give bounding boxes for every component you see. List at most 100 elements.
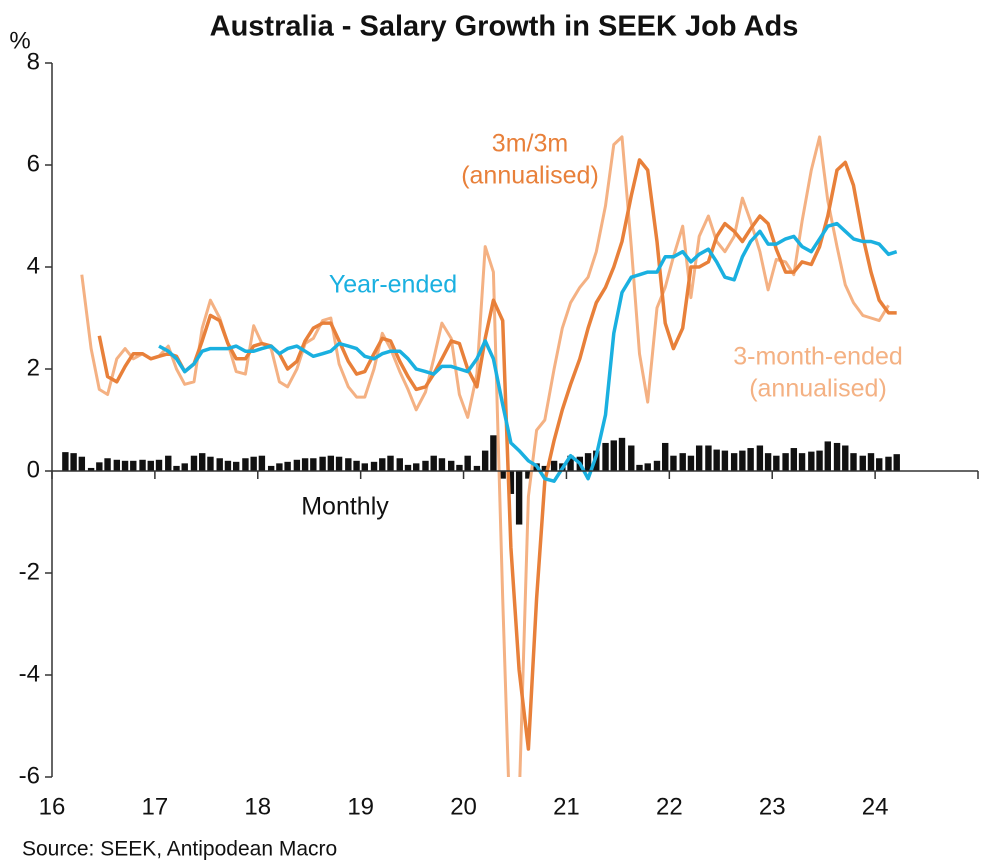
y-tick-label: 2: [27, 354, 40, 381]
bar: [824, 441, 831, 471]
y-tick-label: -6: [19, 762, 40, 789]
bar: [473, 465, 481, 471]
bar: [121, 460, 129, 471]
bar: [232, 461, 240, 471]
x-tick-label: 23: [759, 793, 786, 820]
bar: [798, 453, 806, 471]
bar: [104, 458, 111, 471]
bar: [87, 467, 95, 471]
bar: [885, 456, 892, 471]
bar: [756, 445, 764, 471]
bar: [130, 460, 137, 471]
bar: [507, 471, 515, 494]
bar: [515, 471, 523, 525]
bar: [541, 465, 549, 471]
y-unit: %: [9, 27, 30, 54]
bar: [730, 453, 738, 471]
bar: [165, 455, 172, 471]
bar: [764, 453, 772, 471]
line: [80, 135, 890, 777]
line: [97, 158, 897, 751]
bar: [602, 442, 609, 471]
bar: [242, 458, 249, 471]
bar: [190, 455, 198, 471]
bar: [361, 463, 368, 471]
x-tick-label: 17: [142, 793, 169, 820]
bar: [173, 465, 180, 471]
bar: [747, 448, 754, 471]
bar: [224, 460, 232, 471]
annotation: Monthly: [301, 493, 389, 521]
annotation: 3m/3m: [492, 130, 568, 158]
bar: [78, 456, 86, 471]
bar: [842, 445, 849, 471]
bar: [525, 471, 532, 479]
y-tick-label: 8: [27, 48, 40, 75]
y-tick-label: 4: [27, 252, 40, 279]
bar: [258, 455, 266, 471]
bar: [662, 442, 669, 471]
x-tick-label: 18: [244, 793, 271, 820]
bar: [147, 460, 154, 471]
annotation: (annualised): [461, 162, 599, 190]
bar: [353, 460, 360, 471]
bar: [816, 450, 823, 471]
bar: [490, 435, 497, 471]
y-tick-label: -4: [19, 660, 40, 687]
bar: [644, 463, 651, 471]
bar: [713, 449, 720, 471]
source: Source: SEEK, Antipodean Macro: [22, 838, 337, 861]
bar: [327, 455, 335, 471]
bar: [113, 459, 121, 471]
bar: [790, 448, 798, 471]
bar: [345, 458, 352, 471]
bar: [181, 463, 188, 471]
bar: [867, 453, 875, 471]
bar: [370, 461, 378, 471]
bar: [859, 455, 866, 471]
chart-title: Australia - Salary Growth in SEEK Job Ad…: [210, 11, 799, 43]
bar: [267, 465, 275, 471]
bar: [499, 471, 506, 479]
bar: [721, 450, 729, 471]
bar: [584, 453, 592, 471]
bar: [438, 458, 446, 471]
y-tick-label: 0: [27, 456, 40, 483]
bar: [335, 456, 343, 471]
bar: [293, 459, 301, 471]
bar: [456, 464, 463, 471]
x-tick-label: 21: [553, 793, 580, 820]
bar: [636, 464, 643, 471]
bar: [782, 453, 789, 471]
bar: [216, 458, 223, 471]
bar: [833, 442, 841, 471]
bar: [448, 460, 455, 471]
annotation: (annualised): [749, 375, 887, 403]
bar: [567, 455, 574, 471]
bar: [310, 458, 317, 471]
bar: [319, 456, 326, 471]
bar: [687, 455, 695, 471]
marks: [62, 135, 900, 777]
bar: [413, 463, 420, 471]
bar: [207, 456, 214, 471]
annotation: Year-ended: [329, 271, 457, 299]
bar: [396, 458, 403, 471]
bar: [679, 453, 686, 471]
bar: [139, 459, 146, 471]
bar: [808, 451, 815, 471]
bar: [464, 455, 471, 471]
bar: [550, 460, 558, 471]
x-tick-label: 24: [862, 793, 889, 820]
bar: [62, 452, 69, 471]
bar: [276, 463, 283, 471]
bar: [301, 458, 309, 471]
x-tick-label: 22: [656, 793, 683, 820]
bar: [422, 460, 429, 471]
y-tick-label: 6: [27, 150, 40, 177]
annotation: 3-month-ended: [733, 343, 903, 371]
x-tick-label: 16: [39, 793, 66, 820]
bar: [96, 462, 103, 471]
bar: [155, 459, 163, 471]
